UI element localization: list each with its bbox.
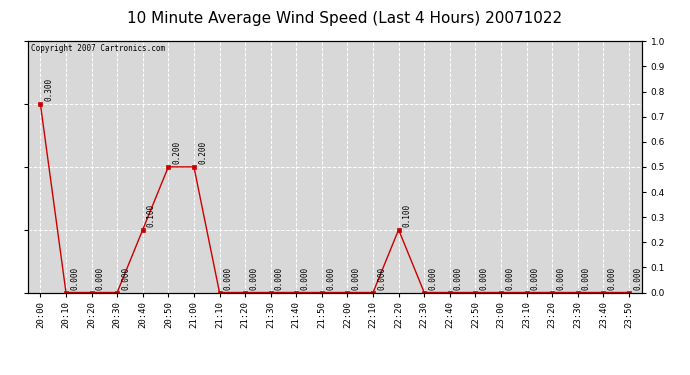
Text: 0.000: 0.000: [633, 267, 642, 290]
Text: 0.000: 0.000: [121, 267, 130, 290]
Text: 0.000: 0.000: [505, 267, 514, 290]
Text: 0.200: 0.200: [172, 141, 181, 164]
Text: 10 Minute Average Wind Speed (Last 4 Hours) 20071022: 10 Minute Average Wind Speed (Last 4 Hou…: [128, 11, 562, 26]
Text: 0.100: 0.100: [403, 204, 412, 227]
Text: 0.000: 0.000: [428, 267, 437, 290]
Text: 0.100: 0.100: [147, 204, 156, 227]
Text: 0.200: 0.200: [198, 141, 207, 164]
Text: 0.000: 0.000: [224, 267, 233, 290]
Text: 0.000: 0.000: [454, 267, 463, 290]
Text: 0.000: 0.000: [531, 267, 540, 290]
Text: 0.000: 0.000: [377, 267, 386, 290]
Text: Copyright 2007 Cartronics.com: Copyright 2007 Cartronics.com: [30, 44, 165, 53]
Text: 0.000: 0.000: [582, 267, 591, 290]
Text: 0.300: 0.300: [45, 78, 54, 101]
Text: 0.000: 0.000: [352, 267, 361, 290]
Text: 0.000: 0.000: [70, 267, 79, 290]
Text: 0.000: 0.000: [326, 267, 335, 290]
Text: 0.000: 0.000: [275, 267, 284, 290]
Text: 0.000: 0.000: [556, 267, 565, 290]
Text: 0.000: 0.000: [96, 267, 105, 290]
Text: 0.000: 0.000: [300, 267, 309, 290]
Text: 0.000: 0.000: [607, 267, 616, 290]
Text: 0.000: 0.000: [249, 267, 258, 290]
Text: 0.000: 0.000: [480, 267, 489, 290]
